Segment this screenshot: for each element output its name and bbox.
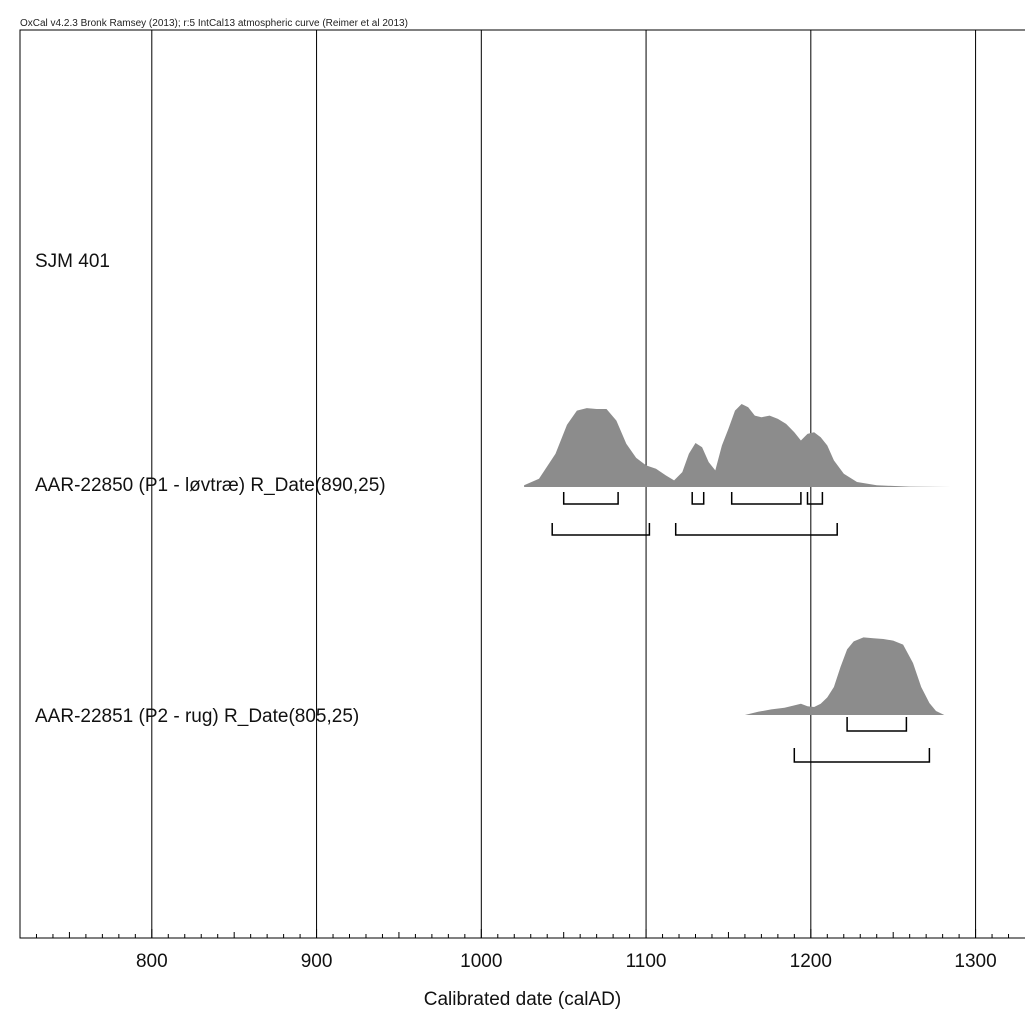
range-95-bracket-2-0 (793, 748, 931, 763)
range-95-bracket-1-0 (551, 523, 651, 536)
range-68-bracket-1-0 (562, 492, 619, 505)
series-layer: SJM 401 AAR-22850 (P1 - løvtræ) R_Date(89… (35, 251, 951, 763)
x-tick-label-900: 900 (301, 951, 333, 972)
x-tick-label-800: 800 (136, 951, 168, 972)
probability-distribution-2 (744, 637, 945, 715)
x-tick-label-1000: 1000 (460, 951, 502, 972)
range-68-bracket-2-0 (846, 717, 908, 732)
plot-header: OxCal v4.2.3 Bronk Ramsey (2013); r:5 In… (20, 18, 408, 29)
range-95-bracket-1-1 (674, 523, 838, 536)
range-68-bracket-1-1 (691, 492, 705, 505)
row-label-1: AAR-22850 (P1 - løvtræ) R_Date(890,25) (35, 475, 386, 496)
row-label-2: AAR-22851 (P2 - rug) R_Date(805,25) (35, 706, 359, 727)
x-tick-label-1300: 1300 (954, 951, 996, 972)
x-tick-label-1100: 1100 (626, 951, 667, 972)
row-label-0: SJM 401 (35, 251, 110, 272)
range-68-bracket-1-2 (730, 492, 802, 505)
x-axis-title: Calibrated date (calAD) (424, 989, 621, 1010)
range-68-bracket-1-3 (806, 492, 824, 505)
plot-frame (19, 29, 1025, 939)
x-tick-label-1200: 1200 (790, 951, 832, 972)
x-axis: 800 900 1000 1100 1200 1300 (35, 929, 1010, 972)
probability-distribution-1 (524, 404, 951, 487)
